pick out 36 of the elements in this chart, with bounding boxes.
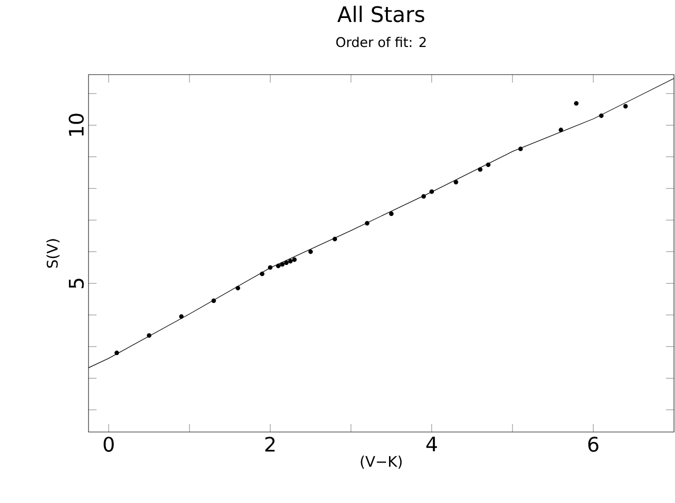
point <box>288 258 293 264</box>
x-tick-label: 4 <box>426 436 437 452</box>
point <box>332 236 338 242</box>
point <box>211 298 216 303</box>
y-axis-title: S(V) <box>46 239 60 268</box>
point <box>558 128 564 132</box>
y-tick-label: 10 <box>68 114 84 136</box>
point <box>146 333 152 338</box>
point <box>364 220 370 226</box>
chart-title: All Stars <box>337 6 424 22</box>
point <box>486 162 491 168</box>
point <box>518 146 523 152</box>
point <box>389 211 394 216</box>
x-tick-label: 0 <box>104 436 114 452</box>
x-tick-label: 6 <box>588 436 598 452</box>
point <box>114 350 120 356</box>
point <box>292 257 297 262</box>
point <box>421 194 426 199</box>
point <box>280 262 285 267</box>
x-axis-title: (V−K) <box>360 456 402 469</box>
point <box>599 113 604 118</box>
point <box>623 104 628 108</box>
point <box>574 101 579 106</box>
point <box>268 265 272 270</box>
point <box>454 180 458 184</box>
point <box>236 286 240 290</box>
chart-subtitle: Order of fit: 2 <box>336 36 426 48</box>
point <box>284 260 289 266</box>
point <box>260 272 264 276</box>
point <box>308 249 313 254</box>
point <box>478 167 482 172</box>
point <box>276 264 281 268</box>
point <box>179 314 184 319</box>
y-tick-label: 5 <box>68 278 84 288</box>
x-tick-label: 2 <box>265 436 275 452</box>
point <box>429 189 434 194</box>
